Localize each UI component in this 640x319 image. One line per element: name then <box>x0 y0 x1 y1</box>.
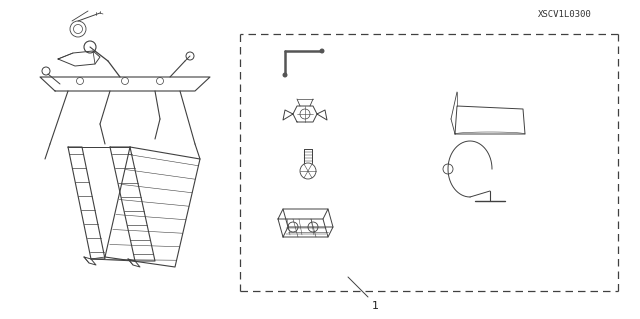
Text: XSCV1L0300: XSCV1L0300 <box>538 10 592 19</box>
Circle shape <box>319 48 324 54</box>
Text: 1: 1 <box>372 301 379 311</box>
Circle shape <box>282 72 287 78</box>
